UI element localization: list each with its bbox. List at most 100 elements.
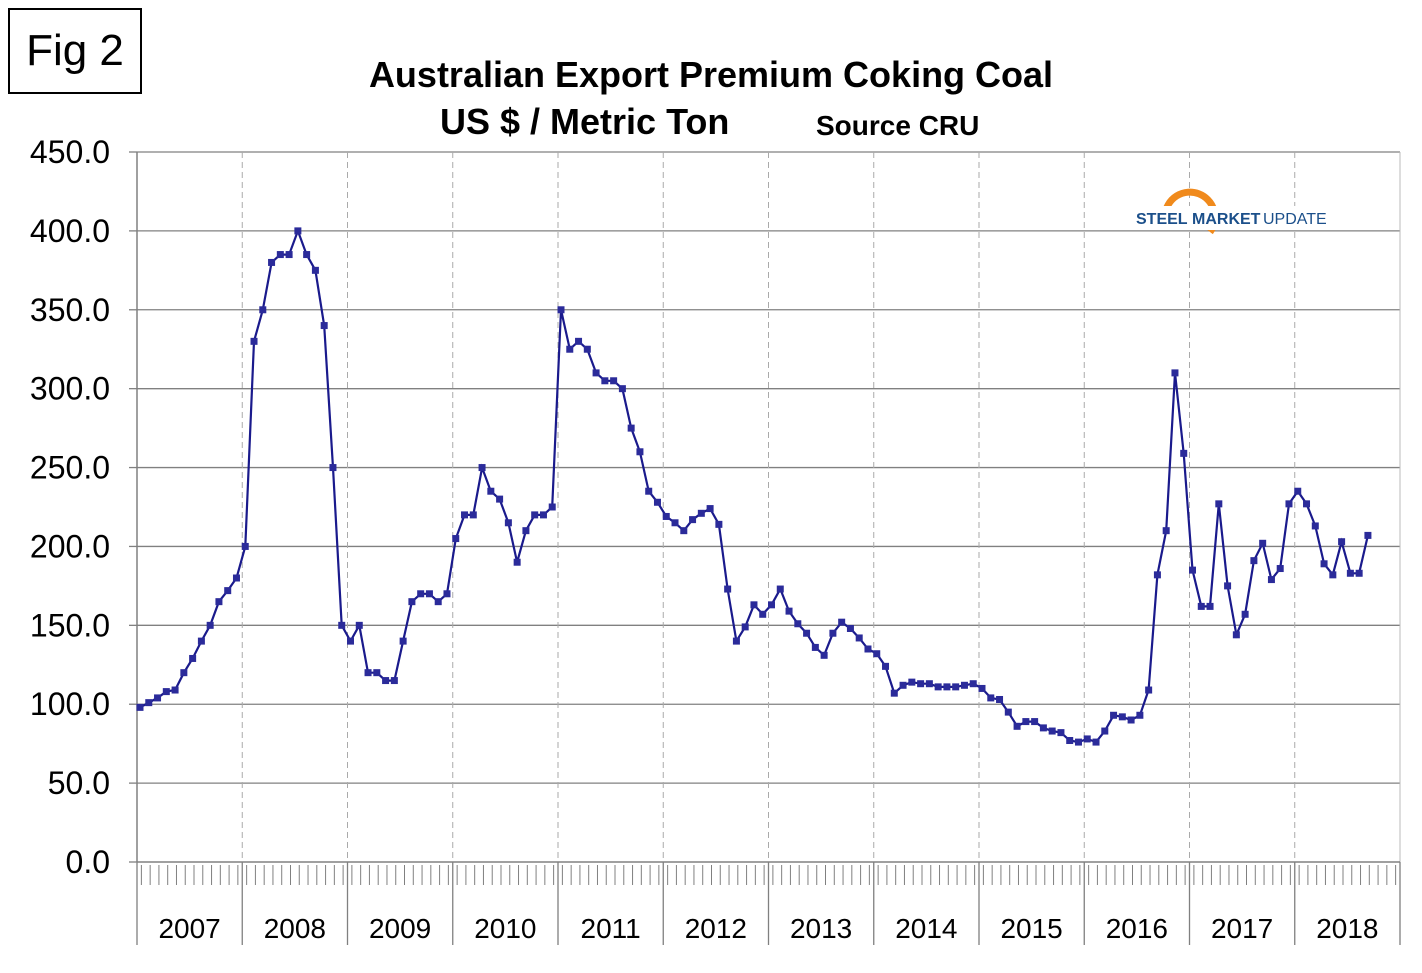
year-label: 2013 — [790, 913, 852, 944]
data-point — [1031, 718, 1039, 726]
data-point — [987, 694, 995, 702]
data-point — [1215, 500, 1223, 508]
data-point — [653, 498, 661, 506]
data-point — [232, 574, 240, 582]
data-point — [250, 337, 258, 345]
data-point — [706, 505, 714, 513]
data-point — [846, 624, 854, 632]
data-point — [496, 495, 504, 503]
data-point — [1180, 449, 1188, 457]
year-label: 2012 — [685, 913, 747, 944]
data-point — [1320, 560, 1328, 568]
data-point — [390, 677, 398, 685]
data-point — [136, 703, 144, 711]
data-point — [1364, 531, 1372, 539]
data-point — [311, 266, 319, 274]
data-point — [899, 681, 907, 689]
data-point — [575, 337, 583, 345]
data-point — [1232, 631, 1240, 639]
data-point — [1294, 487, 1302, 495]
data-point — [1074, 738, 1082, 746]
y-tick-label: 350.0 — [30, 292, 110, 328]
data-point — [566, 345, 574, 353]
data-point — [882, 662, 890, 670]
data-point — [741, 623, 749, 631]
data-point — [171, 686, 179, 694]
data-point — [461, 511, 469, 519]
chart-source: Source CRU — [816, 110, 980, 141]
data-point — [1136, 711, 1144, 719]
data-point — [855, 634, 863, 642]
data-point — [732, 637, 740, 645]
y-tick-label: 250.0 — [30, 450, 110, 486]
data-point — [285, 251, 293, 259]
series-line — [139, 227, 1369, 744]
data-point — [294, 227, 302, 235]
data-point — [1224, 582, 1232, 590]
data-point — [960, 681, 968, 689]
data-point — [338, 621, 346, 629]
data-point — [671, 519, 679, 527]
data-point — [347, 637, 354, 645]
data-point — [259, 306, 267, 314]
logo-text: MARKET — [1192, 211, 1261, 228]
year-label: 2018 — [1316, 913, 1378, 944]
y-tick-label: 400.0 — [30, 213, 110, 249]
data-point — [1311, 522, 1319, 530]
y-tick-label: 200.0 — [30, 528, 110, 564]
data-point — [1048, 727, 1056, 735]
data-point — [610, 377, 618, 385]
data-point — [1083, 735, 1091, 743]
data-point — [434, 598, 442, 606]
data-point — [1101, 727, 1109, 735]
data-point — [206, 621, 214, 629]
data-point — [925, 680, 933, 688]
data-point — [1189, 566, 1196, 574]
data-point — [829, 629, 837, 637]
data-point — [1092, 738, 1100, 746]
data-point — [724, 585, 732, 593]
data-point — [303, 251, 311, 259]
data-point — [618, 385, 626, 393]
data-point — [1022, 718, 1030, 726]
data-point — [408, 598, 416, 606]
data-point — [189, 654, 197, 662]
data-point — [1267, 576, 1275, 584]
data-point — [601, 377, 609, 385]
data-point — [452, 535, 460, 543]
data-point — [952, 683, 960, 691]
data-point — [1329, 571, 1337, 579]
data-point — [224, 587, 232, 595]
y-tick-label: 50.0 — [48, 765, 110, 801]
data-point — [1110, 711, 1118, 719]
data-point — [145, 699, 153, 707]
data-point — [636, 448, 644, 456]
data-point — [908, 678, 916, 686]
data-point — [785, 607, 793, 615]
data-point — [154, 694, 162, 702]
year-label: 2014 — [895, 913, 957, 944]
data-point — [794, 620, 802, 628]
data-point — [417, 590, 425, 598]
data-point — [680, 527, 688, 535]
data-point — [1206, 602, 1214, 610]
year-label: 2008 — [264, 913, 326, 944]
data-point — [969, 680, 977, 688]
data-point — [215, 598, 223, 606]
logo-backing — [1132, 206, 1347, 230]
data-point — [1171, 369, 1179, 377]
data-point — [399, 637, 407, 645]
data-point — [943, 683, 951, 691]
data-point — [382, 677, 390, 685]
y-tick-label: 300.0 — [30, 371, 110, 407]
year-label: 2010 — [474, 913, 536, 944]
y-tick-label: 450.0 — [30, 134, 110, 170]
data-point — [689, 516, 697, 524]
data-point — [1066, 737, 1074, 745]
data-point — [750, 601, 758, 609]
data-point — [443, 590, 451, 598]
data-point — [1039, 724, 1047, 732]
year-label: 2009 — [369, 913, 431, 944]
data-point — [364, 669, 372, 677]
